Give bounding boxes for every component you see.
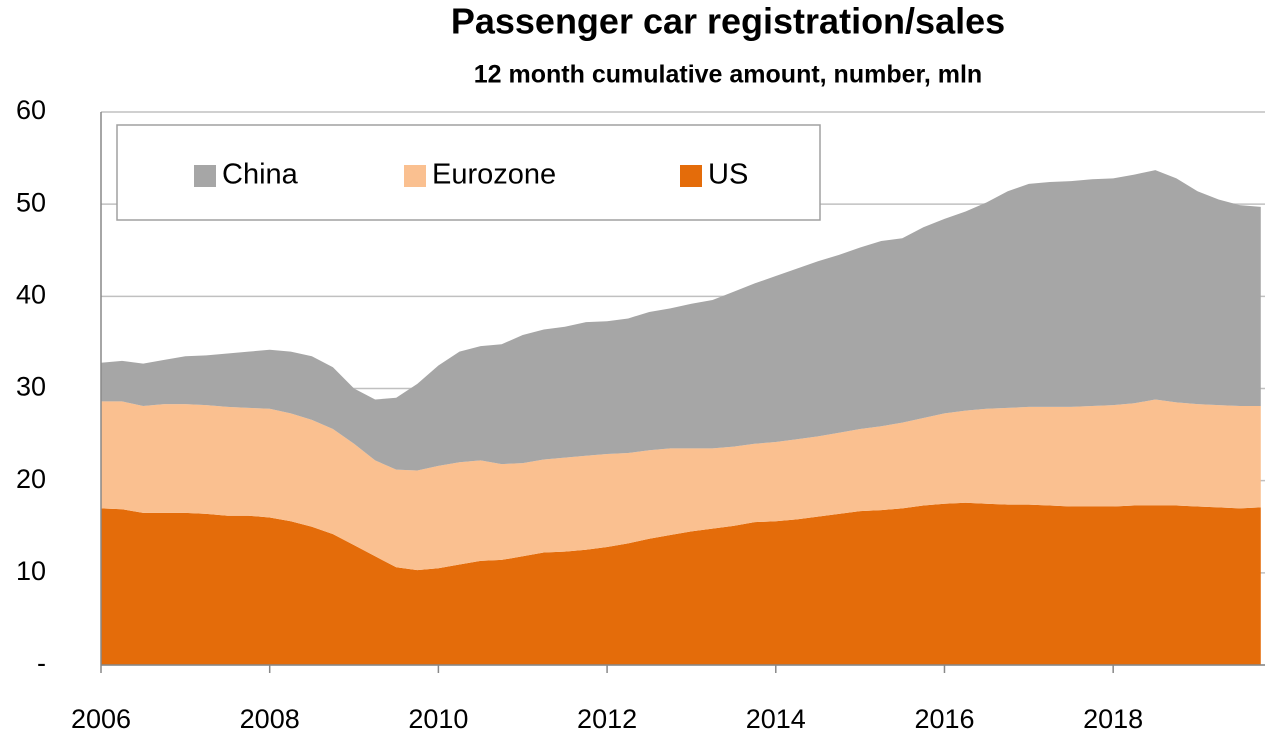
area <box>101 502 1261 665</box>
legend-swatch <box>194 165 216 187</box>
x-tick-label: 2018 <box>1083 704 1143 734</box>
y-tick-label: - <box>37 648 46 678</box>
y-tick-label: 40 <box>16 279 46 309</box>
legend-label: China <box>222 159 299 191</box>
area <box>101 170 1261 471</box>
legend-label: Eurozone <box>432 159 556 191</box>
legend: China Eurozone US <box>116 124 821 221</box>
chart-title: Passenger car registration/sales <box>451 1 1005 42</box>
y-tick-label: 60 <box>16 95 46 125</box>
x-tick-label: 2008 <box>240 704 300 734</box>
y-tick-label: 10 <box>16 556 46 586</box>
x-tick-label: 2012 <box>577 704 637 734</box>
area <box>101 399 1261 571</box>
x-tick-label: 2006 <box>71 704 131 734</box>
x-tick-label: 2010 <box>408 704 468 734</box>
legend-swatch <box>404 165 426 187</box>
legend-swatch <box>680 165 702 187</box>
x-tick-label: 2016 <box>914 704 974 734</box>
y-tick-label: 30 <box>16 372 46 402</box>
legend-box <box>116 124 821 221</box>
chart-subtitle: 12 month cumulative amount, number, mln <box>474 61 982 89</box>
y-tick-label: 20 <box>16 464 46 494</box>
x-tick-label: 2014 <box>746 704 806 734</box>
legend-label: US <box>708 159 748 191</box>
y-tick-label: 50 <box>16 187 46 217</box>
